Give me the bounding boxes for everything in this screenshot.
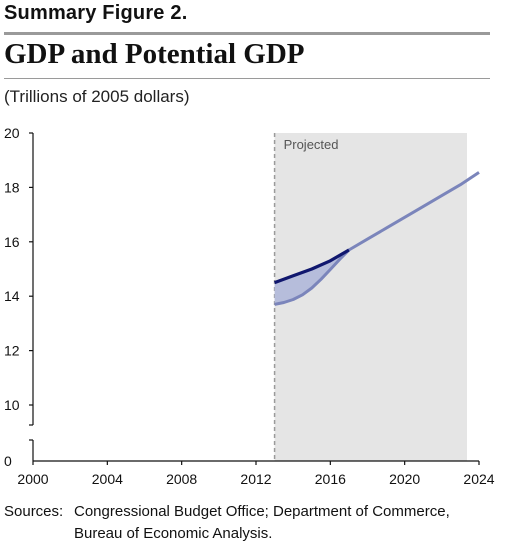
x-tick-label: 2000 xyxy=(17,471,48,487)
y-tick-label: 16 xyxy=(4,234,20,250)
y-tick-label: 10 xyxy=(4,397,20,413)
top-rule xyxy=(4,32,490,35)
figure-label: Summary Figure 2. xyxy=(4,2,188,24)
source-line-2: Bureau of Economic Analysis. xyxy=(74,525,273,542)
potential-gdp-line xyxy=(274,248,350,285)
title-rule xyxy=(4,78,490,79)
source-note: Sources: Congressional Budget Office; Dep… xyxy=(4,501,450,545)
gap-area xyxy=(274,172,479,305)
x-tick-label: 2004 xyxy=(92,471,123,487)
source-line-1: Congressional Budget Office; Department … xyxy=(74,503,450,520)
gdp-line xyxy=(274,171,480,306)
projected-region xyxy=(274,133,467,461)
y-tick-label: 12 xyxy=(4,343,20,359)
projected-label: Projected xyxy=(284,137,339,152)
x-tick-label: 2016 xyxy=(315,471,346,487)
y-axis: 0 10 12 14 16 18 20 xyxy=(4,125,34,469)
chart-subtitle: (Trillions of 2005 dollars) xyxy=(4,87,190,106)
y-tick-label: 0 xyxy=(4,453,12,469)
x-tick-label: 2020 xyxy=(389,471,420,487)
x-tick-label: 2008 xyxy=(166,471,197,487)
y-tick-label: 14 xyxy=(4,288,20,304)
y-tick-label: 20 xyxy=(4,125,20,141)
y-tick-label: 18 xyxy=(4,179,20,195)
source-label: Sources: xyxy=(4,503,64,520)
x-tick-label: 2012 xyxy=(240,471,271,487)
x-axis: 2000 2004 2008 2012 2016 2020 2024 xyxy=(17,460,495,487)
gdp-chart: Projected 0 10 12 14 16 18 20 2000 2004 2008 2012… xyxy=(4,125,495,487)
x-tick-label: 2024 xyxy=(463,471,494,487)
chart-title: GDP and Potential GDP xyxy=(4,38,305,70)
